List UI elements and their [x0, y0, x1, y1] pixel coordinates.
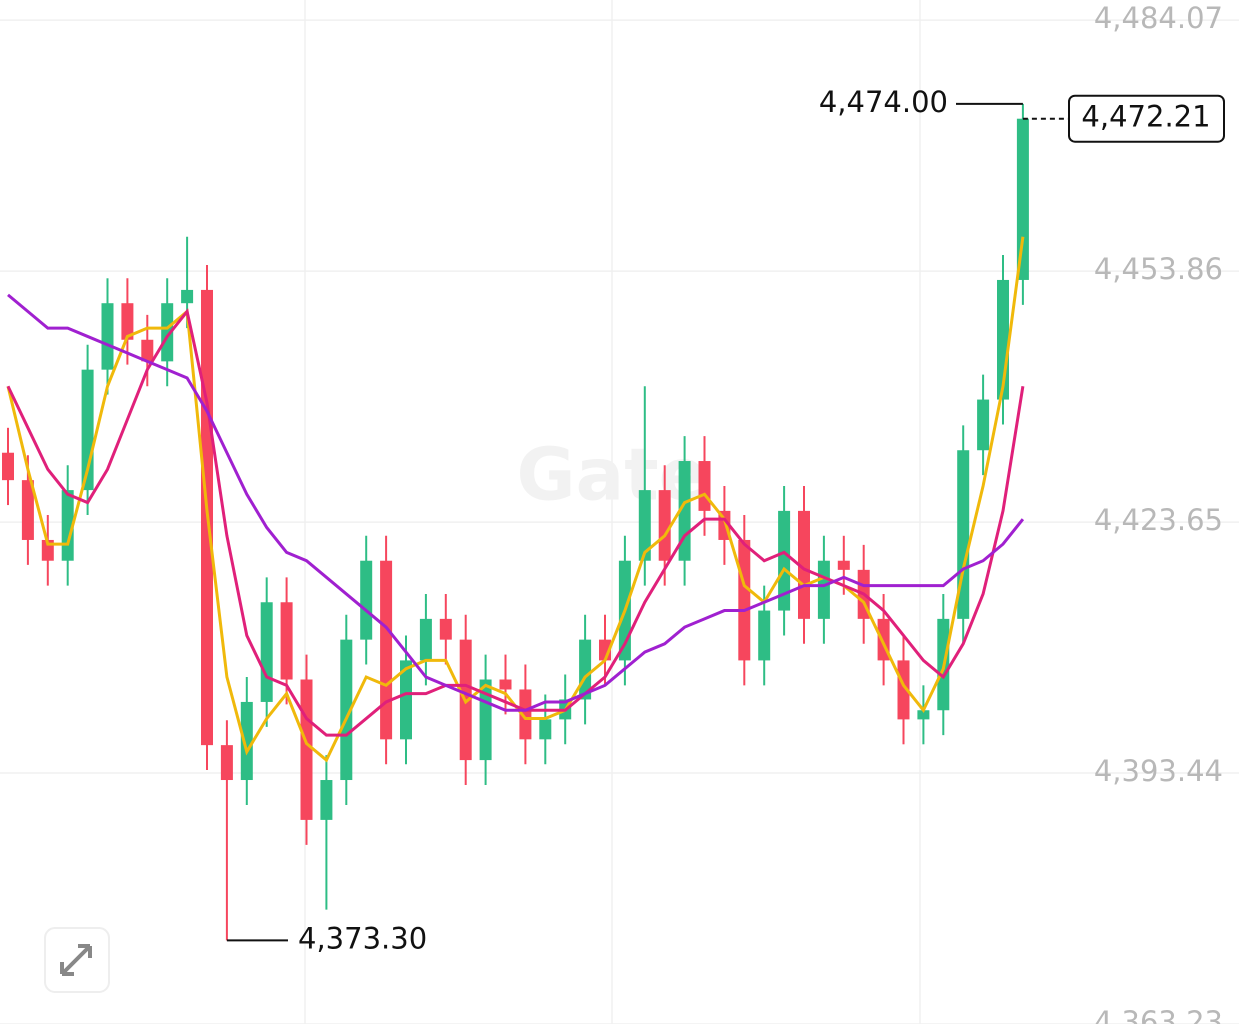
y-tick-label: 4,363.23	[1094, 1005, 1223, 1024]
last-price-box	[1068, 94, 1225, 143]
ma-line	[6, 308, 1025, 737]
last-price-label: 4,472.21	[1081, 100, 1210, 134]
candle-body	[917, 710, 930, 720]
candle-body	[778, 510, 791, 611]
candles	[2, 103, 1029, 941]
candle-body	[539, 719, 552, 740]
ma-line	[6, 236, 1025, 763]
candle-body	[260, 602, 273, 702]
candle-body	[738, 539, 751, 661]
y-tick-label: 4,423.65	[1094, 503, 1223, 537]
candle-body	[300, 679, 313, 820]
candle-body	[360, 560, 373, 640]
y-tick-label: 4,484.07	[1094, 1, 1223, 35]
watermark: Gate	[517, 433, 708, 517]
candle-body	[121, 303, 134, 340]
candle-body	[161, 303, 174, 362]
y-tick-label: 4,393.44	[1094, 754, 1223, 788]
candle-body	[141, 339, 154, 362]
candle-body	[698, 461, 711, 511]
candle-body	[817, 560, 830, 619]
candle-body	[638, 490, 651, 561]
y-tick-label: 4,453.86	[1094, 252, 1223, 286]
candle-body	[658, 490, 671, 561]
expand-icon[interactable]	[60, 944, 92, 976]
candle-body	[181, 289, 194, 304]
candle-body	[101, 303, 114, 370]
candle-body	[280, 602, 293, 680]
candle-body	[320, 780, 333, 820]
candle-body	[2, 452, 14, 481]
candle-body	[220, 745, 233, 781]
candle-body	[61, 490, 74, 561]
max-marker-label: 4,474.00	[819, 85, 948, 119]
candle-body	[519, 689, 532, 740]
candle-body	[678, 461, 691, 561]
candle-body	[419, 618, 432, 661]
candle-body	[240, 701, 253, 781]
ma-line	[7, 293, 1025, 712]
candle-body	[380, 560, 393, 740]
candle-body	[977, 399, 990, 451]
candle-body	[340, 639, 353, 781]
candle-body	[897, 660, 910, 720]
candle-body	[837, 560, 850, 570]
expand-button[interactable]	[44, 927, 110, 993]
candle-body	[439, 618, 452, 640]
min-marker-label: 4,373.30	[298, 921, 427, 955]
candle-body	[1016, 118, 1029, 280]
candle-body	[758, 610, 771, 661]
candle-body	[400, 660, 412, 740]
candle-body	[499, 679, 512, 690]
candle-body	[798, 510, 810, 619]
grid	[304, 0, 921, 1024]
candle-body	[21, 480, 34, 540]
